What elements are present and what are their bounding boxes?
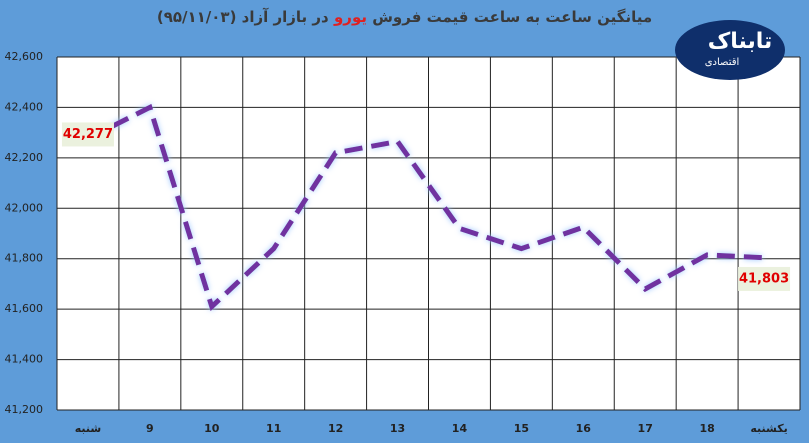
x-tick-label: 9 <box>146 422 154 435</box>
logo-text: تابناک <box>708 29 773 54</box>
y-tick-label: 41,800 <box>5 252 44 265</box>
x-tick-label: 15 <box>514 422 529 435</box>
x-tick-label: 13 <box>390 422 405 435</box>
x-tick-label: 18 <box>699 422 714 435</box>
x-tick-label: 11 <box>266 422 281 435</box>
x-tick-label: 16 <box>576 422 592 435</box>
y-tick-label: 42,400 <box>5 100 44 113</box>
x-tick-label: 14 <box>452 422 468 435</box>
x-tick-label: 17 <box>638 422 653 435</box>
y-tick-label: 42,000 <box>5 201 44 214</box>
y-tick-label: 41,400 <box>5 353 44 366</box>
x-tick-label: یکشنبه <box>750 422 787 435</box>
x-tick-label: 10 <box>204 422 220 435</box>
logo: تابناک اقتصادی <box>675 20 785 80</box>
logo-sub: اقتصادی <box>705 57 740 68</box>
data-label-bg <box>61 122 114 147</box>
chart-title: میانگین ساعت به ساعت قیمت فروش یورو در ب… <box>0 8 809 26</box>
y-tick-label: 42,600 <box>5 50 44 63</box>
data-label: 41,803 <box>739 271 789 286</box>
title-highlight: یورو <box>333 8 367 26</box>
title-rest: در بازار آزاد (۹۵/۱۱/۰۳) <box>156 8 329 26</box>
x-tick-label: شنبه <box>75 422 101 435</box>
title-text: میانگین ساعت به ساعت قیمت فروش <box>372 8 653 26</box>
logo-bg <box>675 20 785 80</box>
y-tick-label: 42,200 <box>5 151 44 164</box>
data-label-bg <box>738 266 791 291</box>
series-line <box>86 103 770 312</box>
data-label: 42,277 <box>63 127 113 142</box>
y-tick-label: 41,600 <box>5 302 44 315</box>
y-tick-label: 41,200 <box>5 403 44 416</box>
x-tick-label: 12 <box>328 422 343 435</box>
